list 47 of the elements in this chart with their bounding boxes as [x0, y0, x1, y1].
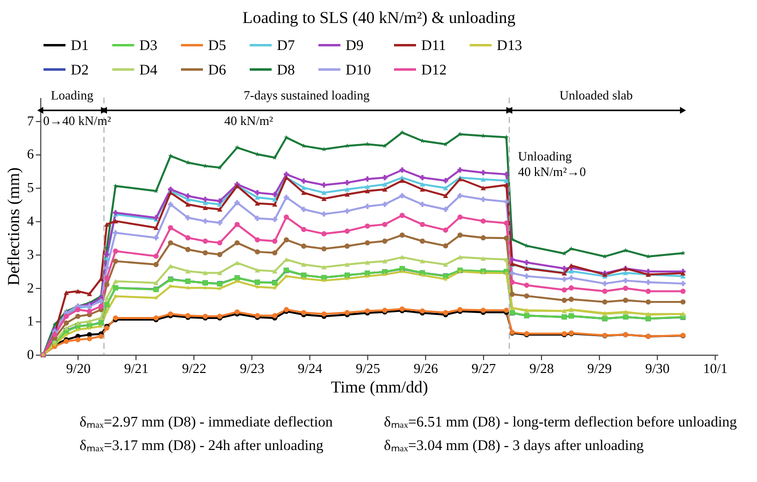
x-tick-label: 9/27: [471, 360, 496, 376]
annotation: Unloaded slab: [559, 88, 633, 102]
x-tick-label: 9/20: [66, 360, 91, 376]
annotation: Unloading: [518, 149, 572, 164]
x-tick-label: 9/30: [645, 360, 670, 376]
y-tick-label: 3: [27, 246, 34, 262]
legend-label: D11: [421, 38, 446, 54]
y-tick-label: 0: [27, 347, 34, 362]
legend-label: D9: [346, 38, 364, 54]
x-tick-label: 10/1: [703, 360, 728, 376]
y-tick-label: 5: [27, 180, 34, 196]
chart-title: Loading to SLS (40 kN/m²) & unloading: [242, 8, 516, 27]
y-tick-label: 7: [27, 113, 34, 128]
y-tick-label: 4: [27, 214, 34, 228]
y-tick-label: 6: [27, 146, 34, 162]
x-tick-label: 9/29: [587, 360, 612, 376]
annotation: Loading: [50, 88, 94, 102]
text: δₘₐₓ=6.51 mm (D8) - long-term deflection before unloading: [384, 414, 738, 430]
x-tick-label: 9/25: [356, 360, 380, 376]
legend-label: D12: [421, 62, 447, 78]
legend-label: D7: [276, 38, 295, 54]
legend-label: D5: [208, 38, 226, 54]
annotation: 0→40 kN/m²: [43, 114, 112, 128]
annotation: 7-days sustained loading: [244, 88, 370, 102]
legend-label: D4: [139, 62, 158, 78]
y-axis-title: Deflections (mm): [4, 167, 24, 286]
x-tick-label: 9/22: [182, 360, 207, 376]
legend-label: D2: [70, 62, 89, 78]
x-axis-title: Time (mm/dd): [330, 378, 428, 397]
x-tick-label: 9/24: [298, 360, 322, 376]
text: δₘₐₓ=3.17 mm (D8) - 24h after unloading: [80, 438, 324, 454]
y-tick-label: 1: [27, 314, 34, 329]
text: δₘₐₓ=2.97 mm (D8) - immediate deflection: [80, 414, 334, 430]
annotation: 40 kN/m²→0: [518, 165, 586, 180]
x-tick-label: 9/23: [240, 360, 264, 376]
legend-label: D8: [276, 62, 295, 78]
x-tick-label: 9/26: [414, 360, 438, 376]
text: δₘₐₓ=3.04 mm (D8) - 3 days after unloading: [384, 438, 644, 454]
legend-label: D3: [139, 38, 158, 54]
legend-label: D10: [346, 62, 371, 78]
legend-label: D1: [70, 38, 89, 54]
annotation: 40 kN/m²: [224, 114, 274, 128]
x-tick-label: 9/28: [529, 360, 554, 376]
y-tick-label: 2: [27, 280, 34, 296]
x-tick-label: 9/21: [124, 360, 149, 376]
legend-label: D13: [496, 38, 522, 54]
legend-label: D6: [208, 62, 226, 78]
